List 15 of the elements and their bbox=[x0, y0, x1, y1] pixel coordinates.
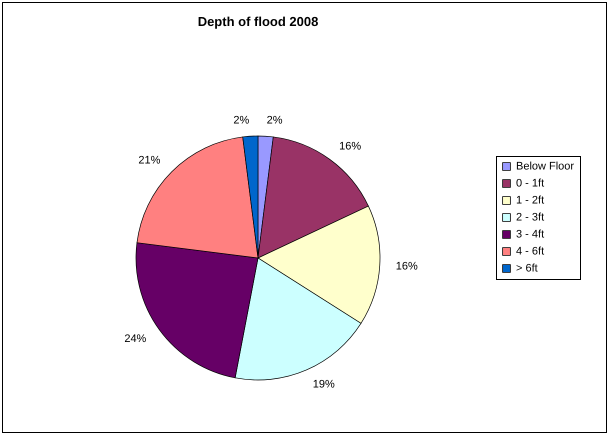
legend-label: 0 - 1ft bbox=[516, 178, 544, 190]
data-label: 19% bbox=[312, 378, 336, 391]
data-label: 16% bbox=[339, 140, 362, 152]
chart-title: Depth of flood 2008 bbox=[198, 14, 318, 29]
legend-label: 4 - 6ft bbox=[516, 246, 544, 258]
data-label: 16% bbox=[396, 260, 418, 273]
legend-label: Below Floor bbox=[516, 160, 574, 172]
data-label: 2% bbox=[266, 114, 283, 126]
data-label: 2% bbox=[233, 114, 250, 126]
data-label: 24% bbox=[124, 333, 147, 346]
legend-label: 3 - 4ft bbox=[516, 228, 544, 240]
legend-label: 1 - 2ft bbox=[516, 194, 544, 206]
legend-label: > 6ft bbox=[516, 262, 538, 274]
data-label: 21% bbox=[138, 154, 161, 166]
legend-label: 2 - 3ft bbox=[516, 212, 544, 224]
